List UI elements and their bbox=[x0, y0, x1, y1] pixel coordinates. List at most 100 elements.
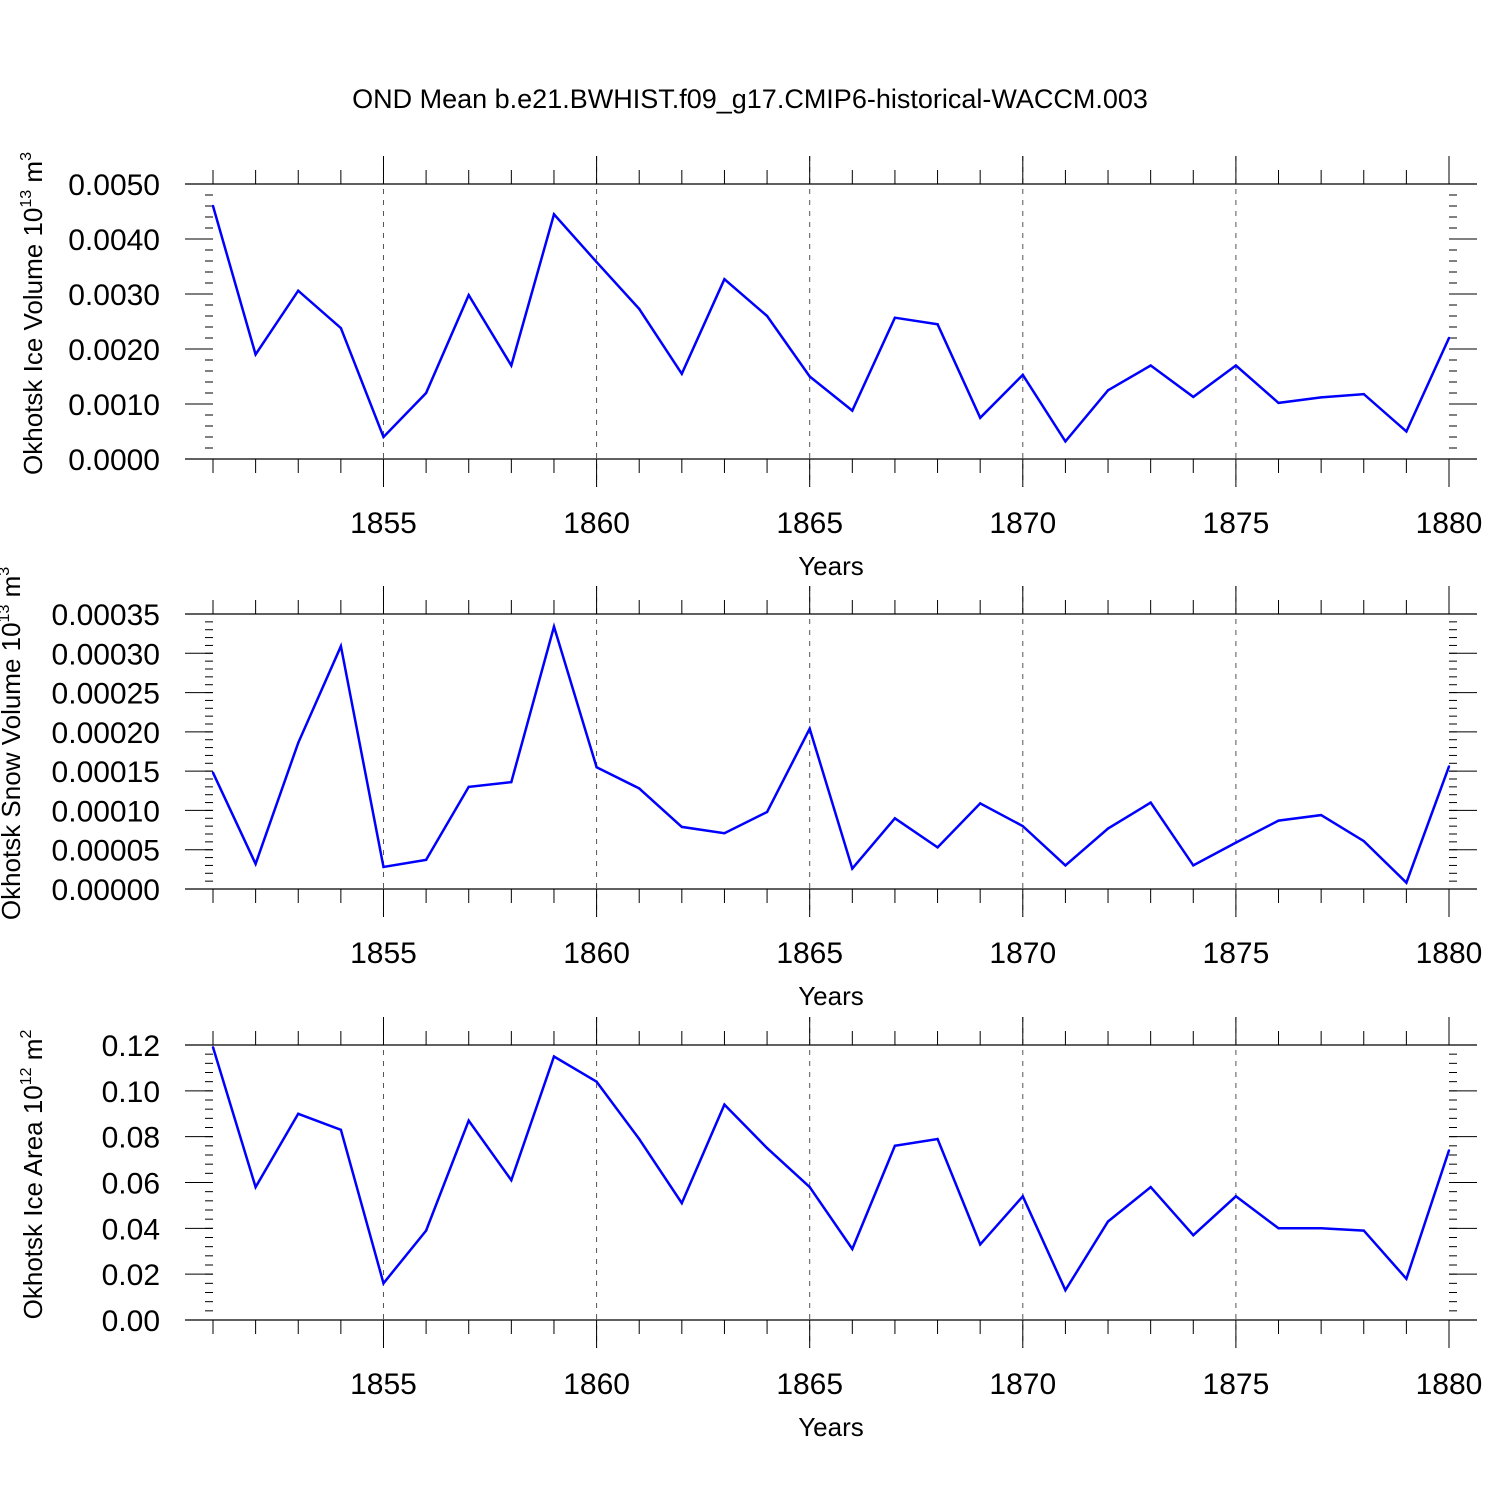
y-tick-label: 0.00025 bbox=[52, 678, 160, 711]
data-point-1867 bbox=[893, 817, 897, 820]
data-point-1876 bbox=[1277, 401, 1280, 405]
data-point-1861 bbox=[638, 307, 641, 311]
data-point-1866 bbox=[851, 1247, 854, 1251]
y-tick-label: 0.02 bbox=[102, 1259, 160, 1292]
data-point-1853 bbox=[297, 741, 300, 745]
y-tick-label: 0.00015 bbox=[52, 756, 160, 789]
y-tick-label: 0.0020 bbox=[68, 334, 160, 367]
data-point-1877 bbox=[1319, 1227, 1323, 1230]
data-point-1853 bbox=[297, 289, 300, 292]
data-point-1865 bbox=[808, 1185, 811, 1189]
data-point-1880 bbox=[1447, 336, 1451, 340]
data-point-1851 bbox=[211, 204, 215, 208]
data-point-1857 bbox=[467, 293, 470, 297]
data-point-1865 bbox=[808, 375, 811, 378]
y-tick-label: 0.00035 bbox=[52, 599, 160, 632]
data-point-1851 bbox=[211, 771, 215, 774]
y-tick-label: 0.10 bbox=[102, 1076, 160, 1109]
data-point-1875 bbox=[1234, 841, 1238, 844]
data-point-1880 bbox=[1447, 1149, 1451, 1152]
data-point-1854 bbox=[339, 1128, 343, 1131]
x-tick-label: 1880 bbox=[1416, 507, 1483, 540]
y-tick-label: 0.00000 bbox=[52, 874, 160, 907]
data-point-1864 bbox=[765, 810, 769, 814]
y-tick-label: 0.0040 bbox=[68, 224, 160, 257]
data-point-1875 bbox=[1234, 1195, 1238, 1198]
series-line bbox=[211, 1046, 1451, 1293]
data-point-1870 bbox=[1021, 824, 1024, 828]
x-tick-label: 1855 bbox=[350, 507, 417, 540]
x-tick-label: 1880 bbox=[1416, 937, 1483, 970]
y-tick-label: 0.00030 bbox=[52, 638, 160, 671]
data-point-1858 bbox=[510, 1179, 513, 1182]
data-point-1879 bbox=[1405, 881, 1408, 884]
data-point-1859 bbox=[552, 625, 556, 628]
data-point-1854 bbox=[339, 326, 343, 330]
data-point-1872 bbox=[1106, 1220, 1110, 1223]
y-axis-label: Okhotsk Ice Area 1012 m2 bbox=[18, 1030, 48, 1320]
series-line bbox=[211, 622, 1451, 885]
y-axis-label: Okhotsk Snow Volume 1013 m3 bbox=[0, 567, 26, 920]
x-tick-label: 1865 bbox=[776, 507, 843, 540]
x-tick-label: 1865 bbox=[776, 937, 843, 970]
data-point-1851 bbox=[211, 1046, 215, 1049]
data-point-1873 bbox=[1149, 1185, 1152, 1189]
x-axis-label: Years bbox=[798, 981, 864, 1011]
data-point-1867 bbox=[893, 316, 897, 319]
data-point-1879 bbox=[1405, 1277, 1408, 1280]
data-point-1859 bbox=[552, 213, 556, 216]
data-point-1873 bbox=[1149, 801, 1152, 804]
data-point-1860 bbox=[595, 1080, 598, 1083]
data-point-1863 bbox=[723, 832, 726, 835]
data-point-1869 bbox=[978, 1243, 982, 1246]
x-tick-label: 1875 bbox=[1203, 507, 1270, 540]
data-point-1862 bbox=[680, 825, 684, 829]
data-point-1868 bbox=[936, 1137, 939, 1141]
data-point-1866 bbox=[851, 867, 854, 870]
y-tick-label: 0.04 bbox=[102, 1213, 160, 1246]
data-point-1876 bbox=[1277, 819, 1280, 822]
x-tick-label: 1855 bbox=[350, 1368, 417, 1401]
x-tick-label: 1860 bbox=[563, 507, 630, 540]
series-line bbox=[211, 205, 1451, 444]
data-point-1870 bbox=[1021, 1195, 1024, 1198]
data-point-1877 bbox=[1319, 396, 1323, 399]
data-point-1864 bbox=[765, 1146, 769, 1150]
data-point-1854 bbox=[339, 645, 343, 648]
data-point-1855 bbox=[382, 1282, 385, 1285]
panel-3: 0.00 0.02 0.04 0.06 0.08 0.10 0.12 1855 1860 1865… bbox=[18, 1017, 1482, 1442]
data-point-1866 bbox=[851, 409, 854, 412]
y-tick-label: 0.00020 bbox=[52, 717, 160, 750]
data-point-1879 bbox=[1405, 430, 1408, 433]
data-point-1858 bbox=[510, 364, 513, 367]
data-point-1860 bbox=[595, 260, 598, 264]
data-point-1861 bbox=[638, 787, 641, 790]
data-point-1877 bbox=[1319, 813, 1323, 817]
chart-title: OND Mean b.e21.BWHIST.f09_g17.CMIP6-hist… bbox=[352, 84, 1148, 114]
data-point-1863 bbox=[723, 277, 726, 281]
x-tick-label: 1875 bbox=[1203, 937, 1270, 970]
data-point-1860 bbox=[595, 766, 598, 769]
data-point-1865 bbox=[808, 727, 811, 730]
y-tick-label: 0.08 bbox=[102, 1122, 160, 1155]
data-point-1870 bbox=[1021, 373, 1024, 377]
y-tick-label: 0.00 bbox=[102, 1305, 160, 1338]
data-point-1864 bbox=[765, 314, 769, 318]
y-tick-label: 0.0010 bbox=[68, 389, 160, 422]
x-tick-label: 1865 bbox=[776, 1368, 843, 1401]
data-point-1871 bbox=[1064, 440, 1067, 443]
panel-1: 0.0000 0.0010 0.0020 0.0030 0.0040 0.0050 1855… bbox=[18, 152, 1482, 581]
data-point-1863 bbox=[723, 1103, 726, 1106]
x-tick-label: 1870 bbox=[989, 937, 1056, 970]
data-point-1872 bbox=[1106, 827, 1110, 830]
y-tick-label: 0.0000 bbox=[68, 444, 160, 477]
data-point-1878 bbox=[1362, 839, 1365, 843]
data-point-1856 bbox=[424, 391, 428, 395]
chart-panels: 0.0000 0.0010 0.0020 0.0030 0.0040 0.0050 1855… bbox=[0, 152, 1482, 1442]
x-tick-label: 1860 bbox=[563, 937, 630, 970]
data-point-1853 bbox=[297, 1112, 300, 1115]
data-point-1880 bbox=[1447, 765, 1451, 768]
data-point-1872 bbox=[1106, 389, 1110, 392]
data-point-1871 bbox=[1064, 1289, 1067, 1292]
